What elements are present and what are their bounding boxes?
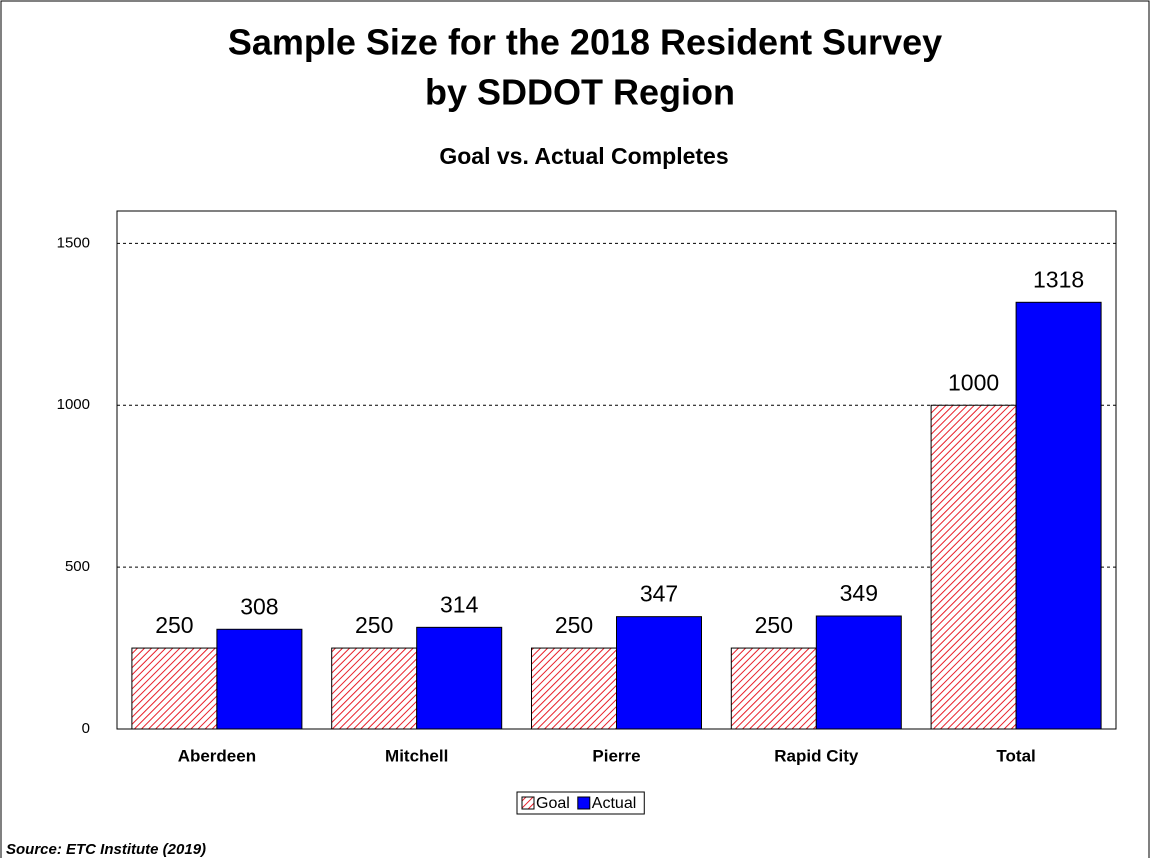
bar xyxy=(416,626,503,730)
chart-subtitle: Goal vs. Actual Completes xyxy=(439,143,728,169)
value-label: 250 xyxy=(355,612,393,638)
value-label: 308 xyxy=(240,593,278,619)
bar xyxy=(531,647,617,730)
legend-label: Actual xyxy=(592,795,636,812)
legend-swatch xyxy=(577,796,591,810)
x-tick-label: Pierre xyxy=(592,746,640,765)
bar xyxy=(616,616,702,730)
bar xyxy=(216,628,303,730)
value-label: 347 xyxy=(640,581,678,607)
y-tick-label: 500 xyxy=(65,558,90,575)
bar xyxy=(930,404,1017,730)
value-label: 1318 xyxy=(1033,266,1084,292)
bar xyxy=(730,647,817,730)
value-label: 314 xyxy=(440,591,479,617)
x-tick-label: Total xyxy=(996,746,1035,765)
source: Source: ETC Institute (2019) xyxy=(6,841,206,858)
value-label: 250 xyxy=(755,612,793,638)
chart-title: Sample Size for the 2018 Resident Survey xyxy=(228,22,942,63)
value-label: 250 xyxy=(155,612,193,638)
legend-label: Goal xyxy=(536,795,570,812)
x-tick-label: Mitchell xyxy=(385,746,448,765)
y-tick-label: 0 xyxy=(82,720,90,737)
y-tick-label: 1000 xyxy=(57,396,90,413)
bar xyxy=(815,615,902,730)
y-tick-label: 1500 xyxy=(57,234,90,251)
legend-swatch xyxy=(521,796,535,810)
legend: Goal Actual xyxy=(516,791,645,815)
bar xyxy=(1015,301,1102,730)
bar xyxy=(331,647,418,730)
bar xyxy=(131,647,218,730)
x-tick-label: Rapid City xyxy=(774,746,859,765)
value-label: 1000 xyxy=(948,369,999,395)
x-tick-label: Aberdeen xyxy=(178,746,256,765)
value-label: 250 xyxy=(555,612,593,638)
value-label: 349 xyxy=(840,580,878,606)
chart-title: by SDDOT Region xyxy=(425,72,735,113)
